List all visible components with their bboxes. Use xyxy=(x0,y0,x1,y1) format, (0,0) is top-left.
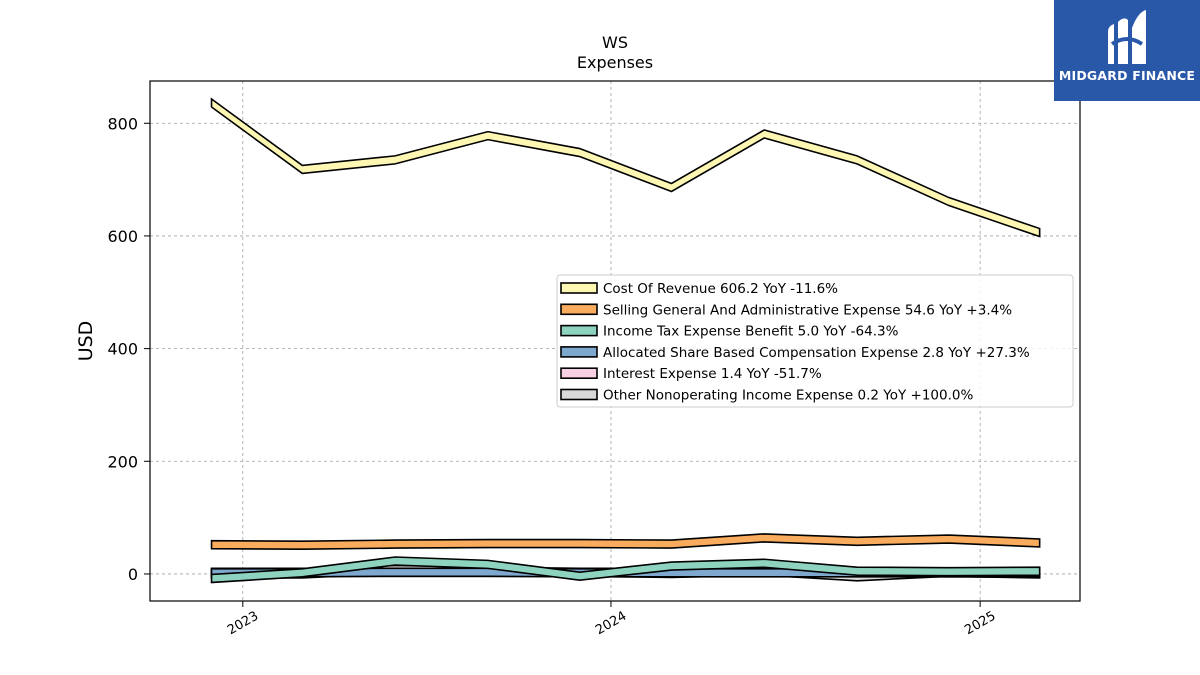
series-group xyxy=(210,97,1041,584)
legend-entry: Cost Of Revenue 606.2 YoY -11.6% xyxy=(603,281,838,297)
chart-title: WS xyxy=(602,33,628,52)
y-tick-label: 200 xyxy=(107,452,138,471)
series-band-2 xyxy=(210,556,1041,584)
y-tick-label: 400 xyxy=(107,340,138,359)
legend-swatch xyxy=(560,367,598,380)
y-tick-label: 800 xyxy=(107,114,138,133)
legend-swatch xyxy=(560,324,598,337)
y-axis-label: USD xyxy=(75,321,97,362)
y-axis: 0 200 400 600 800 xyxy=(107,114,150,584)
midgard-logo-icon xyxy=(1108,10,1146,64)
y-tick-label: 600 xyxy=(107,227,138,246)
brand-logo: MIDGARD FINANCE xyxy=(1054,0,1200,101)
legend-swatch xyxy=(560,303,598,316)
legend: Cost Of Revenue 606.2 YoY -11.6% Selling … xyxy=(556,274,1074,408)
plot-frame xyxy=(149,80,1081,602)
brand-name: MIDGARD FINANCE xyxy=(1058,68,1196,83)
x-axis: 2023 2024 2025 xyxy=(225,601,998,639)
x-tick-label: 2023 xyxy=(225,609,261,639)
series-band-1 xyxy=(210,533,1041,551)
legend-swatch xyxy=(560,388,598,401)
legend-entry: Other Nonoperating Income Expense 0.2 Yo… xyxy=(603,388,973,404)
y-tick-label: 0 xyxy=(128,565,138,584)
legend-entry: Interest Expense 1.4 YoY -51.7% xyxy=(603,366,822,382)
x-tick-label: 2024 xyxy=(593,609,629,639)
legend-entry: Allocated Share Based Compensation Expen… xyxy=(603,345,1030,361)
legend-swatch xyxy=(560,282,598,294)
legend-entry: Income Tax Expense Benefit 5.0 YoY -64.3… xyxy=(603,324,899,340)
legend-entry: Selling General And Administrative Expen… xyxy=(603,302,1012,318)
legend-frame xyxy=(556,274,1074,408)
legend-swatch xyxy=(560,346,598,358)
series-band-0 xyxy=(210,97,1041,238)
chart-subtitle: Expenses xyxy=(577,53,653,72)
x-tick-label: 2025 xyxy=(962,609,998,639)
